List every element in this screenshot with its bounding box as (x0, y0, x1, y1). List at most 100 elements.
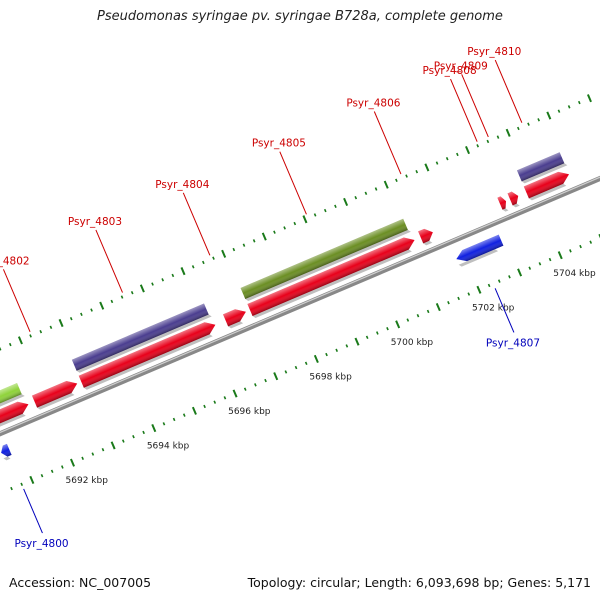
inner-tick (223, 396, 227, 400)
gene-shade (240, 218, 408, 299)
label-leader (95, 229, 123, 293)
inner-tick (151, 424, 157, 433)
map-title: Pseudomonas syringae pv. syringae B728a,… (97, 9, 503, 24)
scale-label: 5692 kbp (66, 476, 109, 486)
psyr_4808-arrow (497, 196, 509, 212)
gene-shade (0, 383, 22, 411)
psyr_4809-arrow (507, 191, 520, 208)
label-leader (23, 488, 43, 534)
outer-tick (139, 284, 145, 293)
outer-tick (334, 204, 337, 208)
inner-tick (386, 326, 389, 331)
inner-tick (304, 361, 308, 365)
outer-tick (505, 128, 511, 137)
inner-tick (20, 482, 24, 486)
inner-tick (182, 413, 186, 417)
outer-tick (313, 213, 317, 217)
gene-shade (418, 228, 433, 244)
gene-arrow (0, 401, 29, 430)
outer-tick (0, 347, 2, 351)
gene-arrow (240, 218, 411, 301)
inner-tick (517, 268, 523, 277)
inner-tick (497, 279, 501, 283)
outer-tick (323, 208, 327, 213)
inner-tick (354, 337, 360, 346)
gene-edge (76, 314, 212, 373)
outer-tick (171, 273, 175, 278)
inner-tick (313, 354, 319, 364)
gene-edge (3, 456, 11, 461)
psyr_4806-arrow (418, 228, 433, 246)
inner-tick (10, 486, 13, 491)
outer-tick (424, 163, 430, 172)
inner-tick (40, 473, 44, 478)
inner-tick (110, 441, 116, 450)
outer-tick (364, 191, 368, 196)
gene-edge (521, 163, 568, 184)
psyr_4807-arrow (456, 234, 504, 267)
gene-edge (0, 394, 25, 413)
outer-tick (180, 267, 186, 276)
label-leader (461, 74, 489, 138)
outer-tick (99, 301, 105, 310)
inner-tick (121, 439, 125, 443)
inner-tick (81, 456, 84, 461)
gene-edge (423, 240, 433, 246)
outer-tick (343, 197, 349, 207)
gene-edge (228, 321, 244, 329)
inner-tick (61, 465, 64, 469)
inner-tick (548, 257, 552, 262)
gene-shade (71, 303, 209, 371)
outer-tick (293, 221, 297, 226)
outer-tick (567, 105, 571, 109)
scale-label: 5698 kbp (309, 372, 352, 382)
inner-tick (528, 266, 532, 270)
inner-tick (476, 285, 482, 294)
backbone-highlight (0, 176, 600, 434)
outer-tick (496, 135, 500, 139)
gene-shade (31, 381, 78, 408)
outer-tick (39, 329, 43, 334)
outer-tick (80, 312, 83, 317)
outer-tick (557, 109, 561, 113)
inner-tick (70, 458, 75, 467)
outer-tick (456, 152, 459, 157)
outer-tick (58, 318, 64, 328)
outer-tick (90, 308, 93, 312)
gene-edge (458, 249, 499, 267)
inner-tick (487, 283, 491, 288)
outer-tick (242, 243, 246, 247)
inner-tick (294, 365, 298, 370)
scale-label: 5700 kbp (391, 338, 434, 348)
gene-arrow (516, 152, 568, 184)
outer-tick (354, 195, 358, 200)
label-leader (494, 59, 523, 123)
scale-label: 5694 kbp (147, 442, 190, 452)
gene-label: Psyr_4800 (14, 538, 68, 550)
inner-tick (579, 244, 582, 249)
genome-summary: Topology: circular; Length: 6,093,698 bp… (247, 575, 591, 590)
gene-edge (83, 334, 213, 390)
outer-tick (395, 178, 398, 183)
outer-tick (435, 161, 439, 165)
inner-tick (416, 314, 420, 318)
outer-tick (161, 278, 165, 282)
outer-tick (261, 232, 267, 241)
outer-tick (202, 260, 205, 265)
scale-labels: 5692 kbp 5694 kbp 5696 kbp 5698 kbp 5700 kbp… (66, 269, 596, 486)
outer-tick (476, 144, 480, 148)
inner-tick (569, 249, 572, 253)
outer-tick (232, 247, 236, 252)
outer-tick (546, 111, 552, 120)
outer-tick (8, 342, 12, 347)
inner-tick (91, 452, 95, 456)
gene-edge (512, 203, 520, 208)
outer-tick (283, 226, 286, 230)
outer-tick (537, 118, 540, 122)
gene-edge (528, 183, 567, 201)
outer-tick (120, 295, 124, 299)
outer-tick (517, 126, 520, 131)
inner-tick (162, 422, 166, 426)
outer-tick (586, 94, 592, 103)
outer-tick (69, 316, 73, 321)
